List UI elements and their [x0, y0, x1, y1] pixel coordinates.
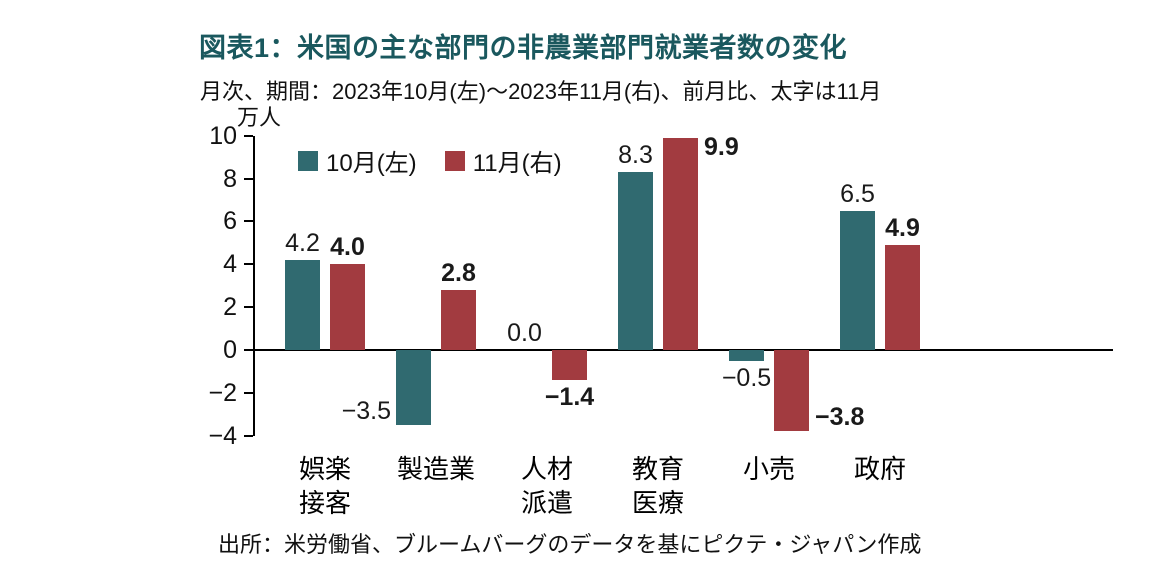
legend-swatch-november-icon — [444, 150, 465, 171]
bar-october — [396, 350, 431, 425]
value-label: 8.3 — [618, 141, 653, 170]
y-axis-unit-label: 万人 — [237, 105, 282, 130]
value-label: 4.9 — [885, 214, 920, 242]
y-axis-line — [253, 136, 255, 436]
category-label: 人材 派遣 — [520, 454, 573, 519]
legend-swatch-october-icon — [298, 150, 318, 171]
y-axis-tick-label: 10 — [209, 121, 237, 150]
category-label: 娯楽 接客 — [298, 454, 351, 519]
legend-item-october: 10月(左) — [298, 143, 417, 178]
value-label: −3.5 — [341, 397, 391, 425]
source-note: 出所：米労働省、ブルームバーグのデータを基にピクテ・ジャパン作成 — [218, 532, 922, 557]
value-label: 4.0 — [330, 233, 365, 262]
bar-november — [885, 245, 920, 350]
legend-item-november: 11月(右) — [444, 143, 562, 178]
bar-november — [441, 290, 476, 350]
value-label: 4.2 — [285, 229, 320, 257]
value-label: −0.5 — [721, 363, 772, 392]
bar-november — [552, 350, 587, 380]
category-label: 政府 — [853, 454, 906, 484]
y-axis-tick-label: −2 — [208, 378, 237, 407]
y-axis-tick-label: −4 — [208, 421, 237, 450]
y-axis-tick — [244, 391, 253, 394]
category-label: 小売 — [742, 454, 795, 484]
chart-legend: 10月(左) 11月(右) — [298, 143, 562, 178]
value-label: 2.8 — [441, 259, 476, 287]
value-label: 6.5 — [840, 179, 875, 208]
legend-label-october: 10月(左) — [326, 150, 417, 177]
y-axis-tick — [244, 177, 253, 180]
y-axis-tick-label: 0 — [223, 336, 237, 364]
value-label: 9.9 — [704, 132, 739, 161]
bar-october — [840, 210, 875, 350]
y-axis-tick-label: 2 — [223, 293, 237, 322]
value-label: −3.8 — [815, 403, 865, 432]
y-axis-tick-label: 4 — [223, 250, 237, 279]
y-axis-tick — [244, 220, 253, 223]
y-axis-tick — [244, 134, 253, 137]
category-label: 製造業 — [396, 454, 475, 484]
y-axis-tick — [244, 349, 253, 351]
bar-november — [774, 350, 809, 432]
y-axis-tick-label: 6 — [223, 207, 237, 236]
y-axis-tick — [244, 434, 253, 437]
bar-november — [330, 264, 365, 350]
bar-october — [285, 260, 320, 350]
y-axis-tick — [244, 263, 253, 266]
y-axis-tick-label: 8 — [223, 164, 237, 193]
zero-line — [255, 349, 1113, 351]
value-label: −1.4 — [544, 383, 595, 411]
bar-october — [729, 350, 764, 361]
chart-title: 図表1：米国の主な部門の非農業部門就業者数の変化 — [199, 33, 848, 63]
chart-subtitle: 月次、期間：2023年10月(左)～2023年11月(右)、前月比、太字は11月 — [200, 79, 882, 104]
legend-label-november: 11月(右) — [472, 150, 562, 177]
category-label: 教育 医療 — [631, 454, 684, 519]
bar-november — [663, 137, 698, 350]
y-axis-tick — [244, 306, 253, 309]
value-label: 0.0 — [507, 319, 542, 347]
bar-october — [618, 172, 653, 350]
